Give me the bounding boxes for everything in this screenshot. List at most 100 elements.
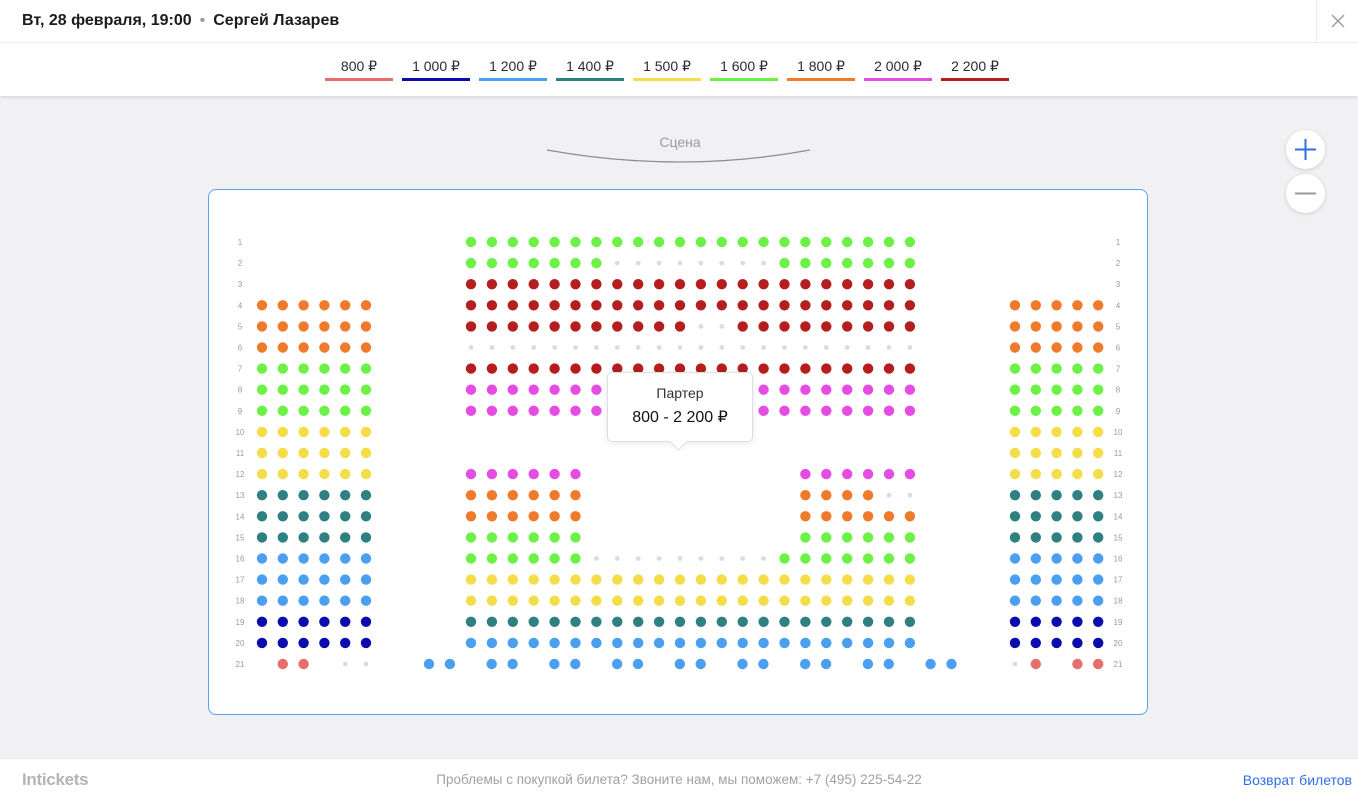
seat[interactable] <box>549 300 560 311</box>
seat[interactable] <box>277 616 288 627</box>
seat[interactable] <box>1072 426 1083 438</box>
seat[interactable] <box>1030 574 1041 585</box>
seat[interactable] <box>716 616 727 627</box>
seat[interactable] <box>1051 637 1062 649</box>
seat[interactable] <box>904 595 916 606</box>
seat[interactable] <box>256 363 268 374</box>
seat[interactable] <box>1009 363 1021 374</box>
seat[interactable] <box>633 300 644 311</box>
seat[interactable] <box>319 447 330 459</box>
seat[interactable] <box>591 300 602 311</box>
seat[interactable] <box>842 616 853 627</box>
seat[interactable] <box>319 553 330 564</box>
seat[interactable] <box>862 236 874 248</box>
seat[interactable] <box>883 574 895 585</box>
seat[interactable] <box>507 300 518 311</box>
seat[interactable] <box>758 595 769 606</box>
price-chip[interactable]: 1 600 ₽ <box>710 58 778 81</box>
seat[interactable] <box>591 279 602 290</box>
seat[interactable] <box>1009 511 1021 522</box>
seat[interactable] <box>883 511 895 522</box>
seat[interactable] <box>1051 511 1062 522</box>
seat[interactable] <box>633 279 644 290</box>
seat[interactable] <box>528 384 539 395</box>
seat[interactable] <box>549 384 560 395</box>
seat[interactable] <box>821 300 832 311</box>
seat[interactable] <box>465 279 477 290</box>
seat[interactable] <box>1051 553 1062 564</box>
seat[interactable] <box>486 532 498 543</box>
seat[interactable] <box>1072 532 1083 543</box>
seat[interactable] <box>1093 616 1104 627</box>
seat[interactable] <box>946 658 957 670</box>
seat[interactable] <box>298 468 309 480</box>
seat[interactable] <box>528 553 539 564</box>
seat[interactable] <box>360 426 372 438</box>
seat[interactable] <box>256 447 268 459</box>
seat[interactable] <box>674 637 686 649</box>
seat[interactable] <box>1051 595 1062 606</box>
seat[interactable] <box>570 553 581 564</box>
seat[interactable] <box>904 279 916 290</box>
seat[interactable] <box>507 616 518 627</box>
seat[interactable] <box>1009 426 1021 438</box>
seat[interactable] <box>507 532 518 543</box>
seat[interactable] <box>1093 405 1104 416</box>
seat[interactable] <box>758 384 769 395</box>
seat[interactable] <box>1030 363 1041 374</box>
seat[interactable] <box>298 490 309 501</box>
seat[interactable] <box>319 511 330 522</box>
seat[interactable] <box>591 574 602 585</box>
seat[interactable] <box>549 405 560 416</box>
seat[interactable] <box>1030 616 1041 627</box>
seat[interactable] <box>737 658 748 670</box>
seat[interactable] <box>528 236 539 248</box>
seat[interactable] <box>821 553 832 564</box>
seat[interactable] <box>1093 300 1104 311</box>
seat[interactable] <box>904 321 916 332</box>
seat[interactable] <box>1093 658 1104 670</box>
seat[interactable] <box>570 574 581 585</box>
seat[interactable] <box>507 363 518 374</box>
seat[interactable] <box>800 532 811 543</box>
seat[interactable] <box>591 616 602 627</box>
seat[interactable] <box>277 363 288 374</box>
seat[interactable] <box>486 279 498 290</box>
seat[interactable] <box>465 511 477 522</box>
seat[interactable] <box>340 363 351 374</box>
seat[interactable] <box>465 300 477 311</box>
seat[interactable] <box>360 300 372 311</box>
seat[interactable] <box>883 658 894 670</box>
seat[interactable] <box>633 637 644 649</box>
seat[interactable] <box>800 321 811 332</box>
seat[interactable] <box>821 279 832 290</box>
seat[interactable] <box>842 257 853 269</box>
seat[interactable] <box>507 658 518 670</box>
seat[interactable] <box>800 637 811 649</box>
seat[interactable] <box>1072 342 1083 353</box>
seat[interactable] <box>821 574 832 585</box>
seat[interactable] <box>465 616 477 627</box>
seat[interactable] <box>737 616 748 627</box>
seat[interactable] <box>298 342 309 353</box>
seat[interactable] <box>465 363 477 374</box>
seat[interactable] <box>486 637 498 649</box>
seat[interactable] <box>779 279 790 290</box>
seat[interactable] <box>800 468 811 480</box>
seat[interactable] <box>800 574 811 585</box>
seat[interactable] <box>653 574 665 585</box>
seat[interactable] <box>611 658 623 670</box>
seat[interactable] <box>507 637 518 649</box>
seat[interactable] <box>507 405 518 416</box>
seat[interactable] <box>507 321 518 332</box>
seat[interactable] <box>256 637 268 649</box>
seat[interactable] <box>1072 511 1083 522</box>
seat[interactable] <box>277 511 288 522</box>
seat[interactable] <box>549 595 560 606</box>
seat[interactable] <box>695 236 707 248</box>
seat[interactable] <box>465 384 477 395</box>
seat[interactable] <box>842 532 853 543</box>
seat[interactable] <box>591 363 602 374</box>
seat[interactable] <box>256 532 268 543</box>
seat[interactable] <box>904 616 916 627</box>
